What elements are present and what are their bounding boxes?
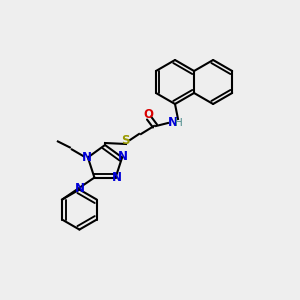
Text: S: S <box>121 134 129 148</box>
Text: O: O <box>143 107 153 121</box>
Text: N: N <box>82 151 92 164</box>
Text: N: N <box>118 150 128 163</box>
Text: N: N <box>112 171 122 184</box>
Text: N: N <box>74 182 84 195</box>
Text: N: N <box>168 116 178 128</box>
Text: H: H <box>175 118 183 128</box>
